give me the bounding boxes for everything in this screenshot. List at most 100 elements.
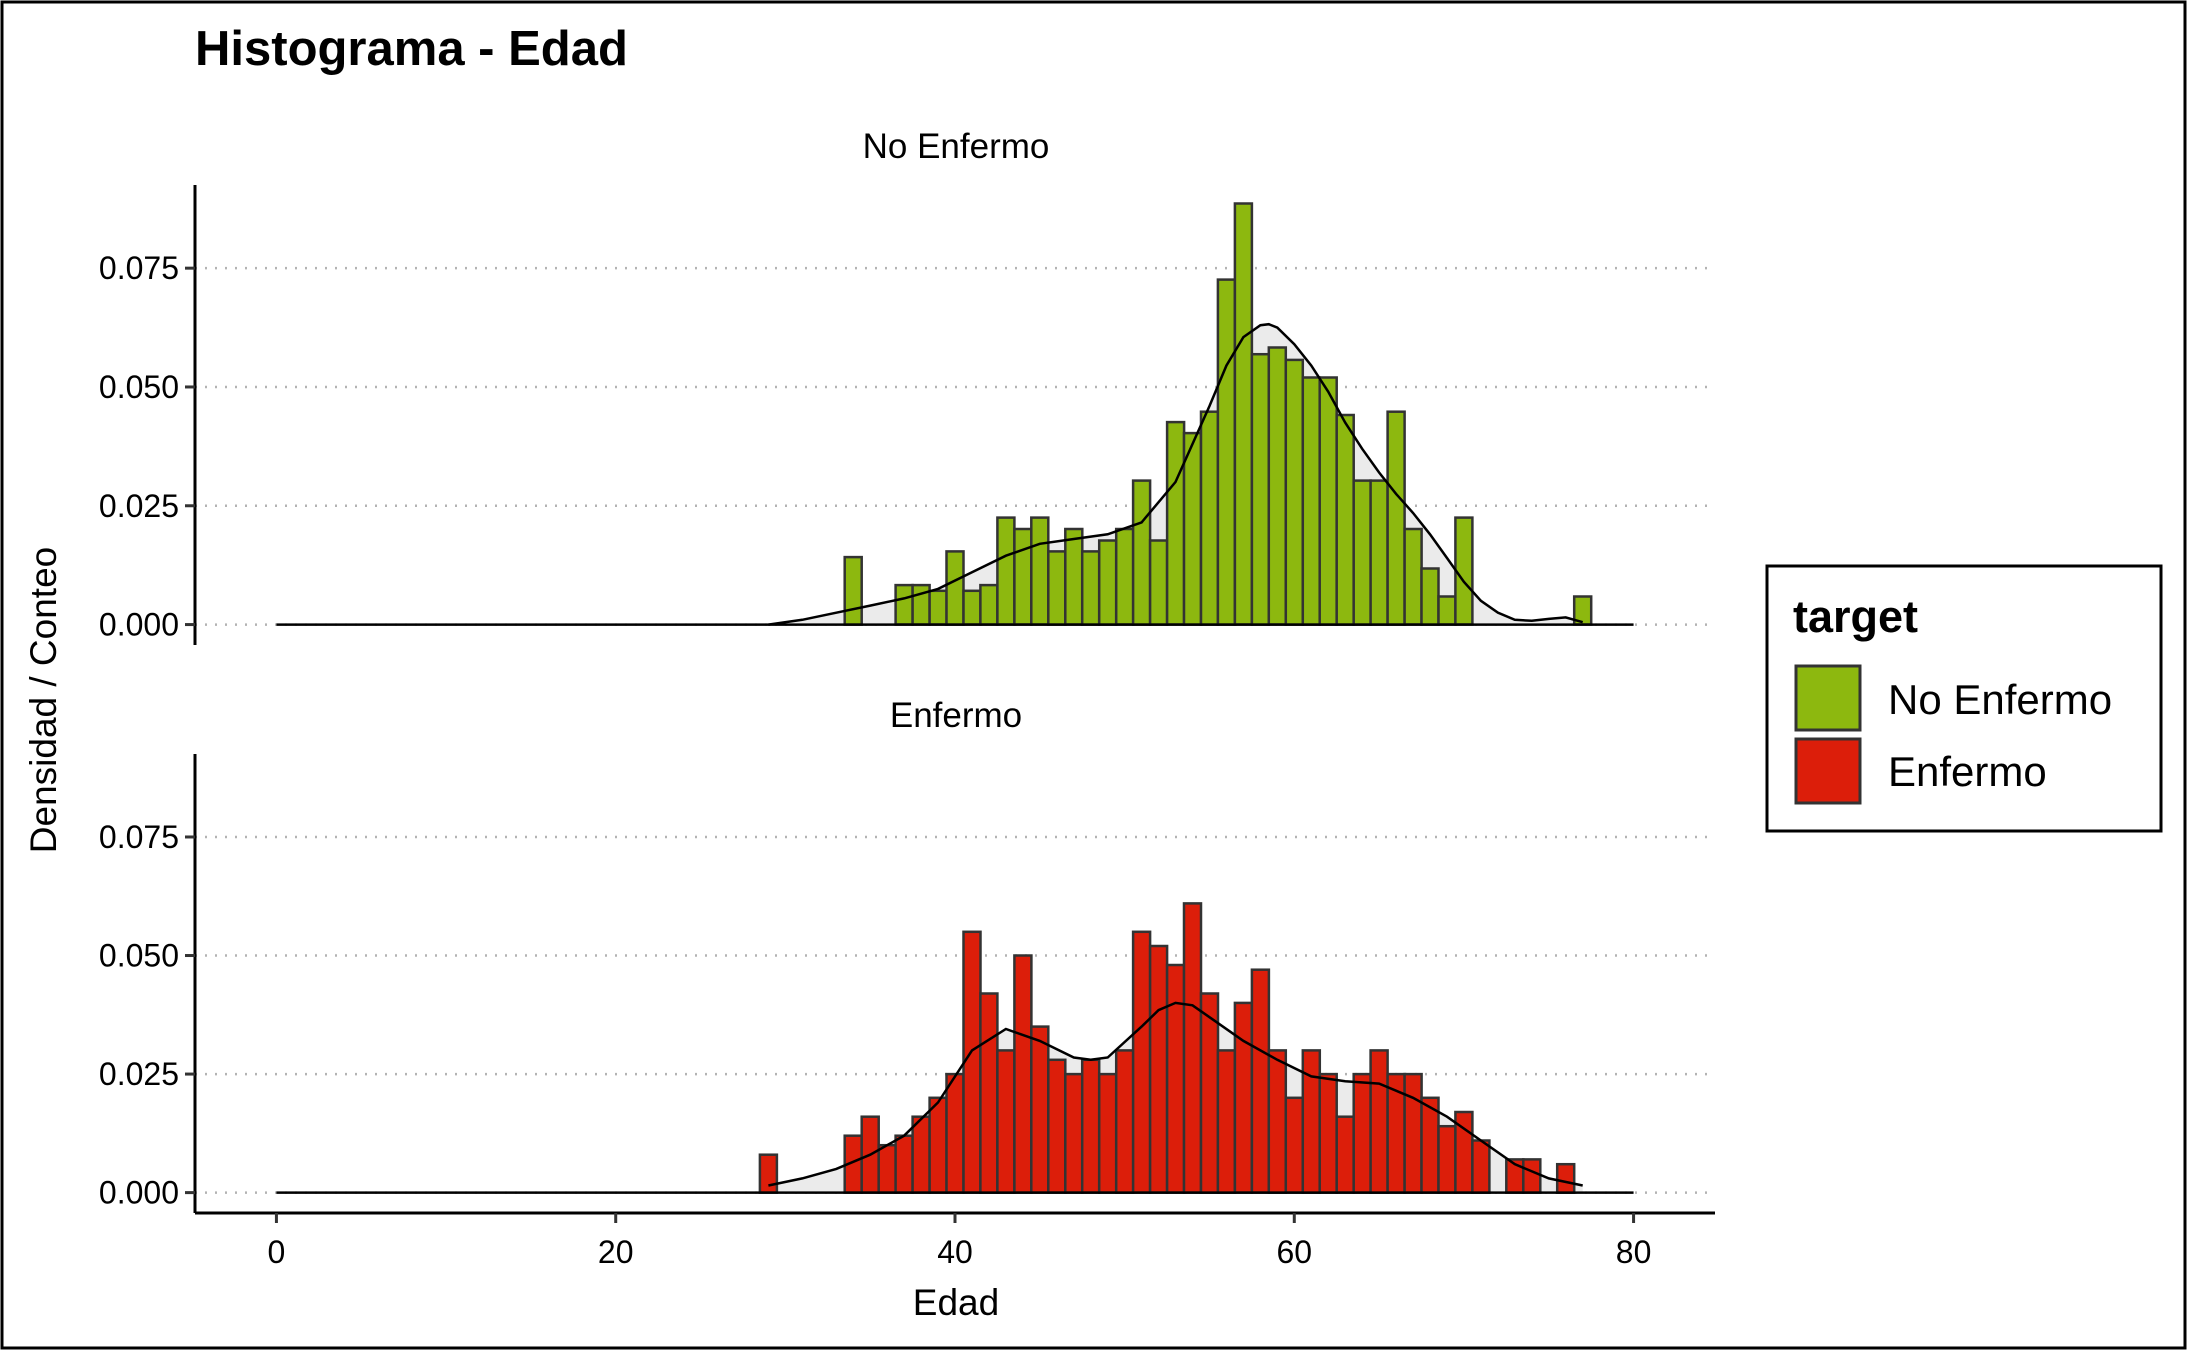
histogram-bar [1064, 1072, 1084, 1194]
histogram-bar [1335, 1115, 1355, 1194]
histogram-bar [1182, 431, 1203, 626]
histogram-bar [979, 992, 999, 1194]
histogram-bar [1352, 479, 1372, 626]
histogram-bar [1182, 902, 1203, 1194]
histogram-bar [1097, 1072, 1118, 1194]
histogram-bar [758, 1153, 779, 1194]
histogram-bar [1233, 1001, 1254, 1194]
histogram-bar [1216, 1049, 1237, 1194]
y-axis-ticks: 0.000 0.025 0.050 0.075 [99, 819, 195, 1211]
y-axis-title: Densidad / Conteo [23, 547, 64, 853]
histogram-bar [1386, 410, 1406, 626]
histogram-bar [1148, 944, 1169, 1194]
histogram-bar [962, 589, 982, 626]
histogram-bar [1080, 1058, 1101, 1194]
facet-label-no-enfermo: No Enfermo [863, 127, 1050, 166]
histogram-bar [1013, 954, 1033, 1194]
x-tick-label: 0 [268, 1234, 286, 1270]
histogram-bar [1030, 1025, 1050, 1194]
histogram-bar [1250, 968, 1271, 1194]
histogram-bar [1199, 410, 1220, 626]
y-tick-label: 0.000 [99, 1175, 179, 1211]
histogram-bar [1165, 420, 1186, 626]
histogram-bar [1352, 1072, 1372, 1194]
x-tick-label: 60 [1276, 1234, 1312, 1270]
histogram-bar [1131, 479, 1152, 626]
chart-title: Histograma - Edad [195, 22, 628, 76]
y-tick-label: 0.075 [99, 819, 179, 855]
y-tick-label: 0.050 [99, 938, 179, 974]
histogram-bar [1267, 1049, 1288, 1194]
histogram-bar [1114, 1049, 1135, 1194]
legend: target No Enfermo Enfermo [1765, 564, 2163, 833]
facet-panel-enfermo: 0.000 0.025 0.050 0.075 [99, 754, 1715, 1213]
histogram-bar [1064, 527, 1084, 626]
histogram-bar [1267, 346, 1288, 626]
histogram-bar [1301, 376, 1322, 626]
histogram-bar [1301, 1049, 1322, 1194]
density-line [768, 322, 1584, 626]
histogram-bar [1318, 1072, 1338, 1194]
histogram-bar [911, 1115, 931, 1194]
histogram-bar [1114, 527, 1135, 626]
histogram-bar [1335, 413, 1355, 626]
histogram-bar [1403, 527, 1423, 626]
x-tick-label: 20 [598, 1234, 634, 1270]
histogram-bar [1216, 278, 1237, 626]
x-axis-title: Edad [913, 1282, 999, 1323]
histogram-bar [1080, 550, 1101, 626]
histogram-bar [979, 583, 999, 626]
histogram-bar [1047, 1058, 1067, 1194]
histogram-bar [1148, 539, 1169, 626]
histogram-bars [758, 902, 1576, 1194]
histogram-bar [1131, 930, 1152, 1194]
legend-key-no-enfermo [1794, 664, 1862, 732]
histogram-bar [1013, 527, 1033, 626]
histogram-bar [843, 555, 863, 626]
histogram-bar [1030, 516, 1050, 626]
y-tick-label: 0.025 [99, 488, 179, 524]
histogram-bar [1233, 202, 1254, 626]
histogram-bar [1250, 352, 1271, 626]
histogram-bar [962, 930, 982, 1194]
y-tick-label: 0.075 [99, 250, 179, 286]
x-tick-label: 40 [937, 1234, 973, 1270]
y-tick-label: 0.050 [99, 369, 179, 405]
histogram-bar [1403, 1072, 1423, 1194]
facet-panel-no-enfermo: 0.000 0.025 0.050 0.075 [99, 185, 1715, 645]
histogram-bar [996, 1049, 1016, 1194]
legend-label-enfermo: Enfermo [1888, 748, 2047, 795]
histogram-bar [1522, 1158, 1542, 1194]
histogram-bar [996, 516, 1016, 626]
legend-label-no-enfermo: No Enfermo [1888, 676, 2112, 723]
histogram-bar [928, 589, 948, 626]
histogram-bar [945, 1072, 965, 1194]
histogram-bar [1318, 376, 1338, 626]
histogram-bar [1437, 595, 1457, 626]
y-tick-label: 0.025 [99, 1056, 179, 1092]
y-tick-label: 0.000 [99, 607, 179, 643]
histogram-bar [894, 1134, 914, 1194]
x-axis-ticks: 0 20 40 60 80 [268, 1213, 1652, 1270]
facet-label-enfermo: Enfermo [890, 696, 1022, 735]
histogram-bar [1555, 1162, 1576, 1194]
histogram-bar [1165, 963, 1186, 1194]
histogram-bar [1471, 1139, 1491, 1194]
legend-key-enfermo [1794, 737, 1862, 805]
y-axis-ticks: 0.000 0.025 0.050 0.075 [99, 250, 195, 643]
histogram-bar [1454, 516, 1474, 626]
histogram-bar [1369, 479, 1389, 626]
x-tick-label: 80 [1616, 1234, 1652, 1270]
histogram-bar [945, 550, 965, 626]
histogram-bar [1199, 992, 1220, 1194]
density-line [768, 1001, 1583, 1187]
histogram-bar [1369, 1049, 1389, 1194]
histogram-bar [1420, 1096, 1440, 1194]
histogram-bar [1097, 539, 1118, 626]
histogram-bar [1420, 567, 1440, 626]
histogram-bar [1047, 550, 1067, 626]
histogram-bar [1437, 1124, 1457, 1194]
histogram-bar [928, 1096, 948, 1194]
